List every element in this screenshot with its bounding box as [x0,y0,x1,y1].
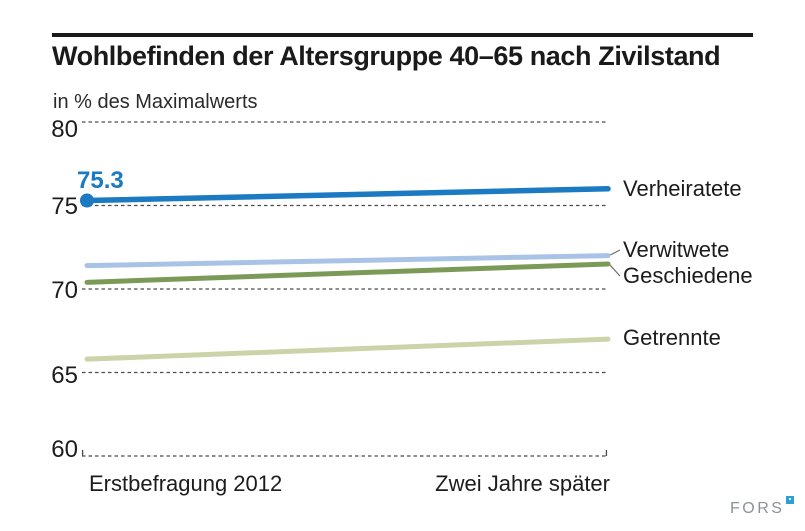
fors-logo-mark-dot [789,498,791,500]
series-line-geschiedene [84,261,611,285]
start-value-label: 75.3 [77,167,124,194]
series-label-verheiratete: Verheiratete [623,176,742,201]
y-tick-label-65: 65 [51,362,78,389]
y-tick-label-60: 60 [51,436,78,463]
leader-line-verwitwete [608,249,621,257]
leader-line-geschiedene [608,263,621,277]
series-line-getrennte [84,336,611,362]
x-axis-label-wave2: Zwei Jahre später [435,471,610,496]
chart-subtitle: in % des Maximalwerts [53,91,258,113]
series-label-geschiedene: Geschiedene [623,263,753,288]
y-tick-label-75: 75 [51,193,78,220]
series-line-verheiratete [84,186,611,204]
chart-title: Wohlbefinden der Altersgruppe 40–65 nach… [52,41,721,71]
fors-logo: FORS [730,496,794,520]
series-label-verwitwete: Verwitwete [623,237,730,262]
title-rule [52,33,753,37]
start-marker-verheiratete [80,193,94,208]
series-label-getrennte: Getrennte [623,325,721,350]
fors-logo-mark-icon [786,496,794,504]
y-tick-label-80: 80 [51,116,78,143]
fors-logo-text: FORS [730,500,785,517]
x-axis-label-wave1: Erstbefragung 2012 [89,471,283,496]
series-line-verwitwete [84,253,611,269]
y-tick-label-70: 70 [51,277,78,304]
